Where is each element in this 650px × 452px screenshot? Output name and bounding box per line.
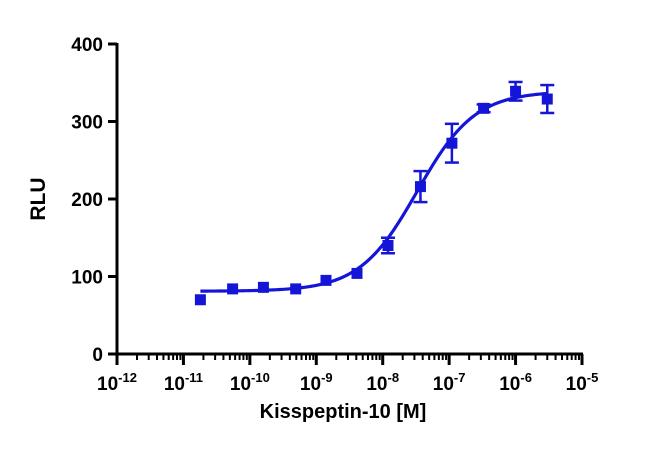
x-tick-exponent: -5	[587, 370, 599, 385]
x-tick-exponent: -8	[388, 370, 400, 385]
x-tick-exponent: -10	[251, 370, 270, 385]
data-point	[351, 267, 363, 279]
data-point	[478, 102, 490, 114]
x-tick-label: 10-11	[164, 370, 203, 395]
x-tick-label: 10-12	[97, 370, 137, 395]
x-tick-label: 10-8	[366, 370, 399, 395]
x-tick-exponent: -12	[118, 370, 137, 385]
x-tick-exponent: -9	[321, 370, 333, 385]
x-tick-exponent: -11	[185, 370, 203, 385]
x-axis-label: Kisspeptin-10 [M]	[260, 401, 427, 423]
x-tick-base: 10	[97, 374, 118, 395]
x-tick-base: 10	[499, 374, 520, 395]
data-point	[227, 283, 239, 295]
x-tick-exponent: -6	[520, 370, 532, 385]
y-tick-label: 100	[71, 268, 103, 289]
x-tick-label: 10-6	[499, 370, 532, 395]
y-tick-label: 200	[71, 190, 103, 211]
x-tick-label: 10-5	[566, 370, 599, 395]
x-tick-label: 10-10	[230, 370, 270, 395]
data-point	[510, 85, 522, 97]
x-ticks: 10-12 10-11 10-10 10-9 10-8 10-7 10-6 10-5	[97, 354, 598, 395]
x-tick-label: 10-7	[433, 370, 466, 395]
data-point	[541, 93, 553, 105]
x-tick-base: 10	[300, 374, 321, 395]
data-point	[382, 240, 394, 251]
data-series	[194, 80, 555, 306]
x-tick-label: 10-9	[300, 370, 333, 395]
x-tick-base: 10	[566, 374, 587, 395]
fit-curve	[200, 91, 548, 293]
y-tick-label: 300	[71, 113, 103, 134]
data-point	[194, 294, 206, 306]
x-tick-base: 10	[230, 374, 251, 395]
x-tick-exponent: -7	[454, 370, 466, 385]
y-tick-label: 400	[71, 35, 103, 56]
y-ticks: 0 100 200 300 400	[71, 35, 117, 366]
data-point	[290, 283, 302, 295]
x-tick-base: 10	[164, 374, 185, 395]
data-point	[446, 137, 458, 149]
data-point	[414, 181, 426, 193]
data-point	[257, 281, 269, 293]
x-tick-base: 10	[433, 374, 454, 395]
y-tick-label: 0	[92, 345, 103, 366]
data-point	[320, 274, 332, 286]
x-tick-base: 10	[366, 374, 387, 395]
y-axis-label: RLU	[27, 177, 50, 220]
